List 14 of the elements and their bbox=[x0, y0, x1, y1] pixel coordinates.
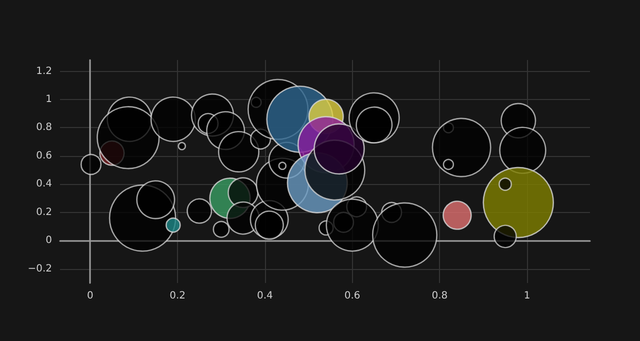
y-tick-label: 1.2 bbox=[36, 66, 52, 77]
y-tick-label: 0 bbox=[46, 235, 52, 246]
y-tick-label: 0.8 bbox=[36, 122, 52, 134]
x-tick-label: 0.4 bbox=[256, 290, 273, 302]
y-tick-label: 1 bbox=[46, 94, 52, 106]
x-tick-label: 0 bbox=[86, 290, 94, 302]
y-tick-label: 0.6 bbox=[36, 150, 52, 162]
x-tick-label: 1 bbox=[524, 290, 530, 302]
y-tick-label: 0.4 bbox=[36, 178, 52, 190]
x-tick-label: 0.6 bbox=[344, 290, 360, 302]
y-tick-label: −0.2 bbox=[28, 263, 52, 274]
x-tick-label: 0.2 bbox=[170, 290, 186, 302]
y-tick-label: 0.2 bbox=[36, 206, 52, 218]
x-tick-label: 0.8 bbox=[432, 290, 448, 302]
